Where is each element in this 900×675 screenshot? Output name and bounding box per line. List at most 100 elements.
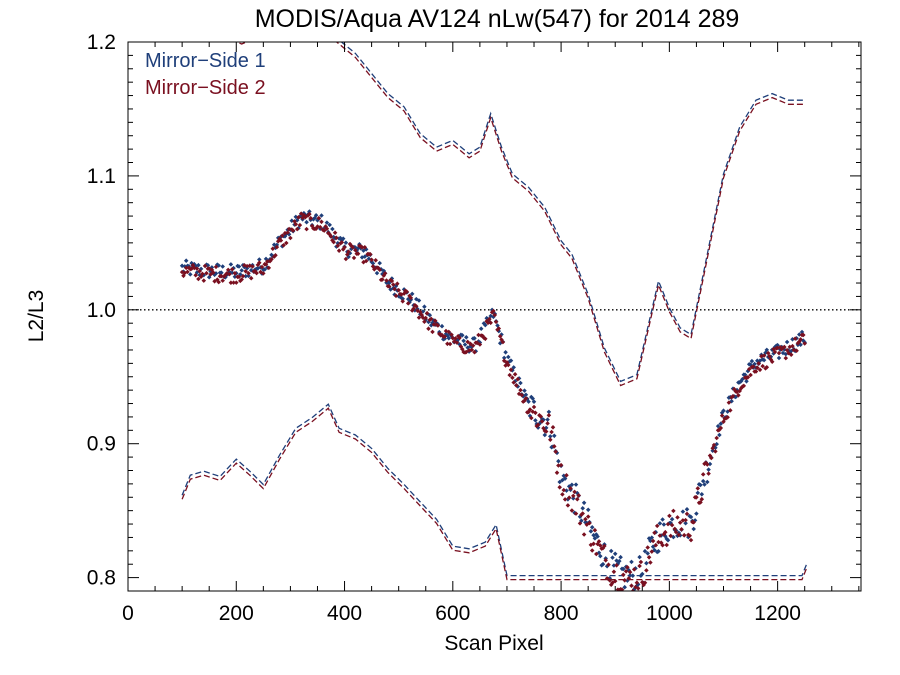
data-point: [445, 341, 450, 347]
data-point: [676, 532, 682, 538]
data-point: [389, 278, 395, 284]
data-point: [753, 369, 759, 374]
data-point: [442, 334, 447, 339]
data-point: [665, 521, 671, 527]
data-point: [629, 583, 634, 588]
data-point: [798, 337, 803, 342]
data-point: [469, 347, 475, 353]
data-point: [369, 257, 374, 263]
data-point: [719, 413, 725, 418]
data-point: [262, 267, 267, 272]
data-point: [497, 334, 503, 339]
data-point: [746, 366, 752, 372]
data-point: [201, 278, 207, 283]
data-point: [257, 260, 262, 265]
data-point: [736, 393, 741, 398]
data-point: [501, 355, 507, 361]
data-point: [508, 367, 514, 373]
data-point: [518, 387, 523, 393]
data-point: [194, 266, 200, 271]
y-tick-label-1.2: 1.2: [87, 31, 116, 54]
data-point: [573, 482, 579, 487]
data-point: [699, 496, 705, 502]
y-tick-label-0.9: 0.9: [87, 433, 116, 456]
data-point: [185, 269, 190, 275]
data-point: [598, 553, 603, 559]
data-point: [631, 567, 637, 572]
data-point: [457, 335, 462, 341]
data-point: [380, 277, 385, 282]
data-point: [507, 372, 512, 378]
data-point: [549, 429, 554, 435]
data-point: [571, 496, 576, 501]
data-point: [273, 253, 278, 258]
data-point: [802, 341, 807, 346]
data-point: [565, 503, 571, 508]
data-point: [254, 270, 259, 276]
data-point: [431, 322, 437, 327]
data-point: [573, 511, 579, 516]
data-point: [652, 530, 657, 536]
data-point: [784, 339, 790, 345]
data-point: [477, 342, 483, 347]
y-axis-label: L2/L3: [25, 290, 48, 343]
data-point: [370, 261, 376, 266]
data-point: [571, 493, 576, 499]
data-point: [744, 379, 749, 384]
data-point: [377, 267, 382, 272]
data-point: [580, 506, 585, 511]
data-point: [702, 482, 707, 487]
data-point: [645, 551, 650, 556]
data-point: [621, 566, 626, 572]
data-point: [592, 527, 598, 533]
data-point: [583, 516, 588, 522]
data-point: [491, 308, 496, 314]
data-point: [741, 383, 747, 389]
data-point: [556, 463, 561, 468]
data-point: [460, 333, 465, 338]
data-point: [695, 490, 701, 496]
x-tick-label-200: 200: [219, 602, 254, 625]
data-point: [788, 352, 794, 357]
x-tick-label-400: 400: [327, 602, 362, 625]
data-point: [730, 393, 736, 399]
data-point: [188, 272, 193, 277]
data-point: [511, 365, 516, 370]
data-point: [576, 493, 581, 498]
data-point: [316, 215, 322, 221]
data-point: [423, 315, 428, 321]
data-point: [304, 226, 309, 232]
data-point: [592, 536, 598, 541]
data-point: [721, 408, 726, 413]
data-point: [546, 409, 552, 415]
data-point: [531, 399, 537, 404]
data-point: [728, 408, 733, 413]
data-point: [706, 467, 711, 472]
y-tick-label-0.8: 0.8: [87, 567, 116, 590]
y-tick-label-1: 1.0: [87, 299, 116, 322]
data-point: [755, 365, 760, 370]
data-point: [581, 532, 587, 537]
data-point: [669, 516, 675, 522]
x-tick-label-1000: 1000: [646, 602, 693, 625]
data-point: [668, 533, 673, 539]
data-point: [211, 270, 216, 275]
data-point: [594, 551, 599, 557]
data-point: [553, 449, 558, 454]
plot-area: [128, 42, 861, 591]
data-point: [644, 560, 649, 566]
data-point: [634, 580, 640, 585]
data-point: [488, 320, 493, 326]
data-point: [661, 522, 667, 527]
chart-title: MODIS/Aqua AV124 nLw(547) for 2014 289: [255, 5, 740, 33]
y-tick-label-1.1: 1.1: [87, 165, 116, 188]
data-point: [332, 230, 338, 235]
data-point: [293, 222, 299, 227]
legend-mirror-side-2: Mirror−Side 2: [145, 77, 266, 99]
data-point: [622, 578, 627, 583]
data-point: [691, 526, 696, 532]
data-point: [581, 500, 587, 506]
data-point: [556, 458, 561, 464]
